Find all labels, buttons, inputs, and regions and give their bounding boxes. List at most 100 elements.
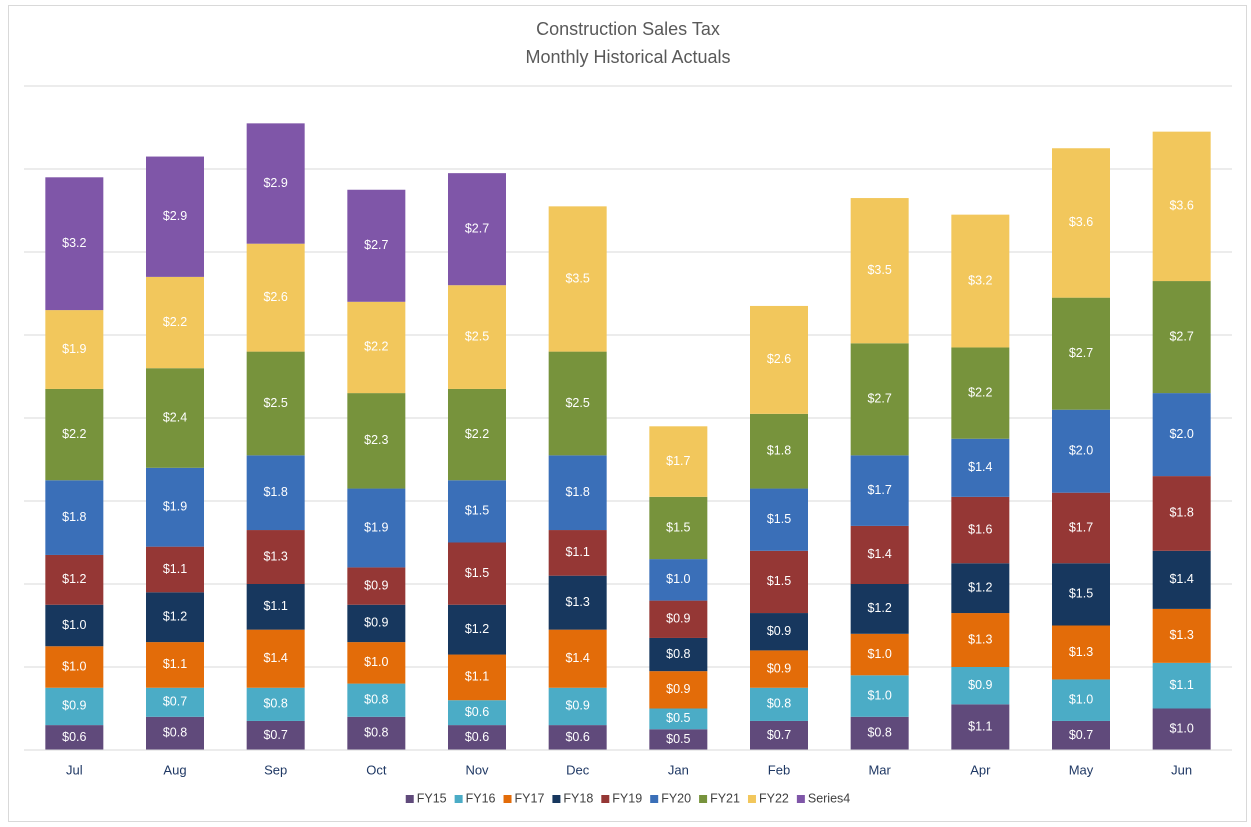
data-label: $3.2 [968, 273, 992, 287]
data-label: $1.7 [867, 483, 891, 497]
data-label: $1.4 [867, 547, 891, 561]
data-label: $0.5 [666, 732, 690, 746]
data-label: $1.5 [666, 520, 690, 534]
bar-segment [548, 455, 607, 531]
data-label: $1.2 [163, 609, 187, 623]
bar-segment [347, 488, 406, 568]
bar-segment [45, 177, 104, 311]
bar-segment [448, 700, 506, 726]
bar-segment [649, 559, 708, 601]
bar-segment [246, 243, 305, 352]
data-label: $0.9 [767, 624, 791, 638]
data-label: $0.9 [565, 699, 589, 713]
x-tick-label: Nov [465, 762, 489, 777]
data-label: $2.2 [364, 340, 388, 354]
bar-segment [850, 675, 909, 717]
bar-segment [850, 633, 909, 676]
bar-segment [548, 629, 607, 688]
data-label: $0.5 [666, 711, 690, 725]
bar-segment [1152, 708, 1211, 750]
bar-segment [850, 525, 909, 584]
bar-segment [246, 455, 305, 531]
data-label: $0.6 [465, 730, 489, 744]
bar-segment [146, 467, 204, 547]
x-tick-label: Jan [668, 762, 689, 777]
bar-segment [146, 716, 204, 750]
bar-segment [45, 480, 104, 555]
bar-segment [146, 592, 204, 643]
data-label: $0.6 [62, 730, 86, 744]
data-label: $1.2 [62, 572, 86, 586]
bar-segment [448, 285, 506, 389]
bar-segment [448, 388, 506, 481]
data-label: $1.0 [1069, 692, 1093, 706]
bar-segment [146, 276, 204, 369]
bar-segment [347, 716, 406, 750]
data-label: $2.0 [1169, 427, 1193, 441]
data-label: $1.5 [465, 504, 489, 518]
data-label: $2.7 [1169, 329, 1193, 343]
bar-segment [347, 642, 406, 684]
bar-segment [649, 496, 708, 560]
data-label: $1.3 [1069, 645, 1093, 659]
bar-segment [1052, 409, 1110, 493]
data-label: $0.6 [565, 730, 589, 744]
bar-segment [649, 708, 708, 730]
legend-label: FY19 [612, 791, 642, 805]
legend-swatch [650, 795, 659, 803]
legend-label: FY17 [515, 791, 545, 805]
bar-segment [448, 173, 506, 286]
data-label: $1.0 [364, 655, 388, 669]
bar-segment [347, 301, 406, 394]
data-label: $2.2 [163, 315, 187, 329]
data-label: $1.0 [867, 688, 891, 702]
bar-segment [448, 480, 506, 543]
legend-swatch [454, 795, 463, 803]
x-tick-label: Feb [768, 762, 790, 777]
bar-segment [548, 530, 607, 576]
data-label: $0.9 [62, 699, 86, 713]
bar-segment [750, 550, 808, 614]
bar-segment [1152, 608, 1211, 663]
data-label: $0.6 [465, 705, 489, 719]
data-label: $1.1 [565, 545, 589, 559]
data-label: $1.0 [666, 572, 690, 586]
bar-segment [1152, 393, 1211, 477]
data-label: $0.9 [666, 682, 690, 696]
legend-label: FY20 [661, 791, 691, 805]
data-label: $0.7 [767, 728, 791, 742]
legend-swatch [405, 795, 414, 803]
bar-segment [347, 189, 406, 302]
bar-segment [548, 351, 607, 456]
chart-border [8, 5, 1247, 822]
data-label: $2.5 [263, 396, 287, 410]
bar-segment [548, 575, 607, 630]
bar-segment [1052, 492, 1110, 564]
data-label: $1.7 [1069, 520, 1093, 534]
x-tick-label: Oct [366, 762, 387, 777]
legend-swatch [601, 795, 610, 803]
legend-label: FY21 [710, 791, 740, 805]
data-label: $1.8 [767, 443, 791, 457]
bar-segment [750, 720, 808, 750]
x-tick-label: May [1069, 762, 1094, 777]
data-label: $1.3 [968, 632, 992, 646]
data-label: $1.2 [968, 580, 992, 594]
data-label: $2.2 [62, 427, 86, 441]
bar-segment [750, 687, 808, 721]
bar-segment [1052, 148, 1110, 298]
bar-segment [1152, 281, 1211, 394]
x-tick-label: Dec [566, 762, 590, 777]
bar-segment [448, 654, 506, 701]
bar-segment [951, 438, 1010, 497]
data-label: $0.7 [1069, 728, 1093, 742]
data-label: $1.5 [1069, 587, 1093, 601]
data-label: $2.7 [364, 238, 388, 252]
legend-swatch [699, 795, 708, 803]
legend-swatch [552, 795, 561, 803]
legend-label: FY15 [417, 791, 447, 805]
data-label: $1.3 [263, 549, 287, 563]
bar-segment [850, 584, 909, 634]
bar-segment [1052, 563, 1110, 626]
data-label: $1.9 [364, 520, 388, 534]
